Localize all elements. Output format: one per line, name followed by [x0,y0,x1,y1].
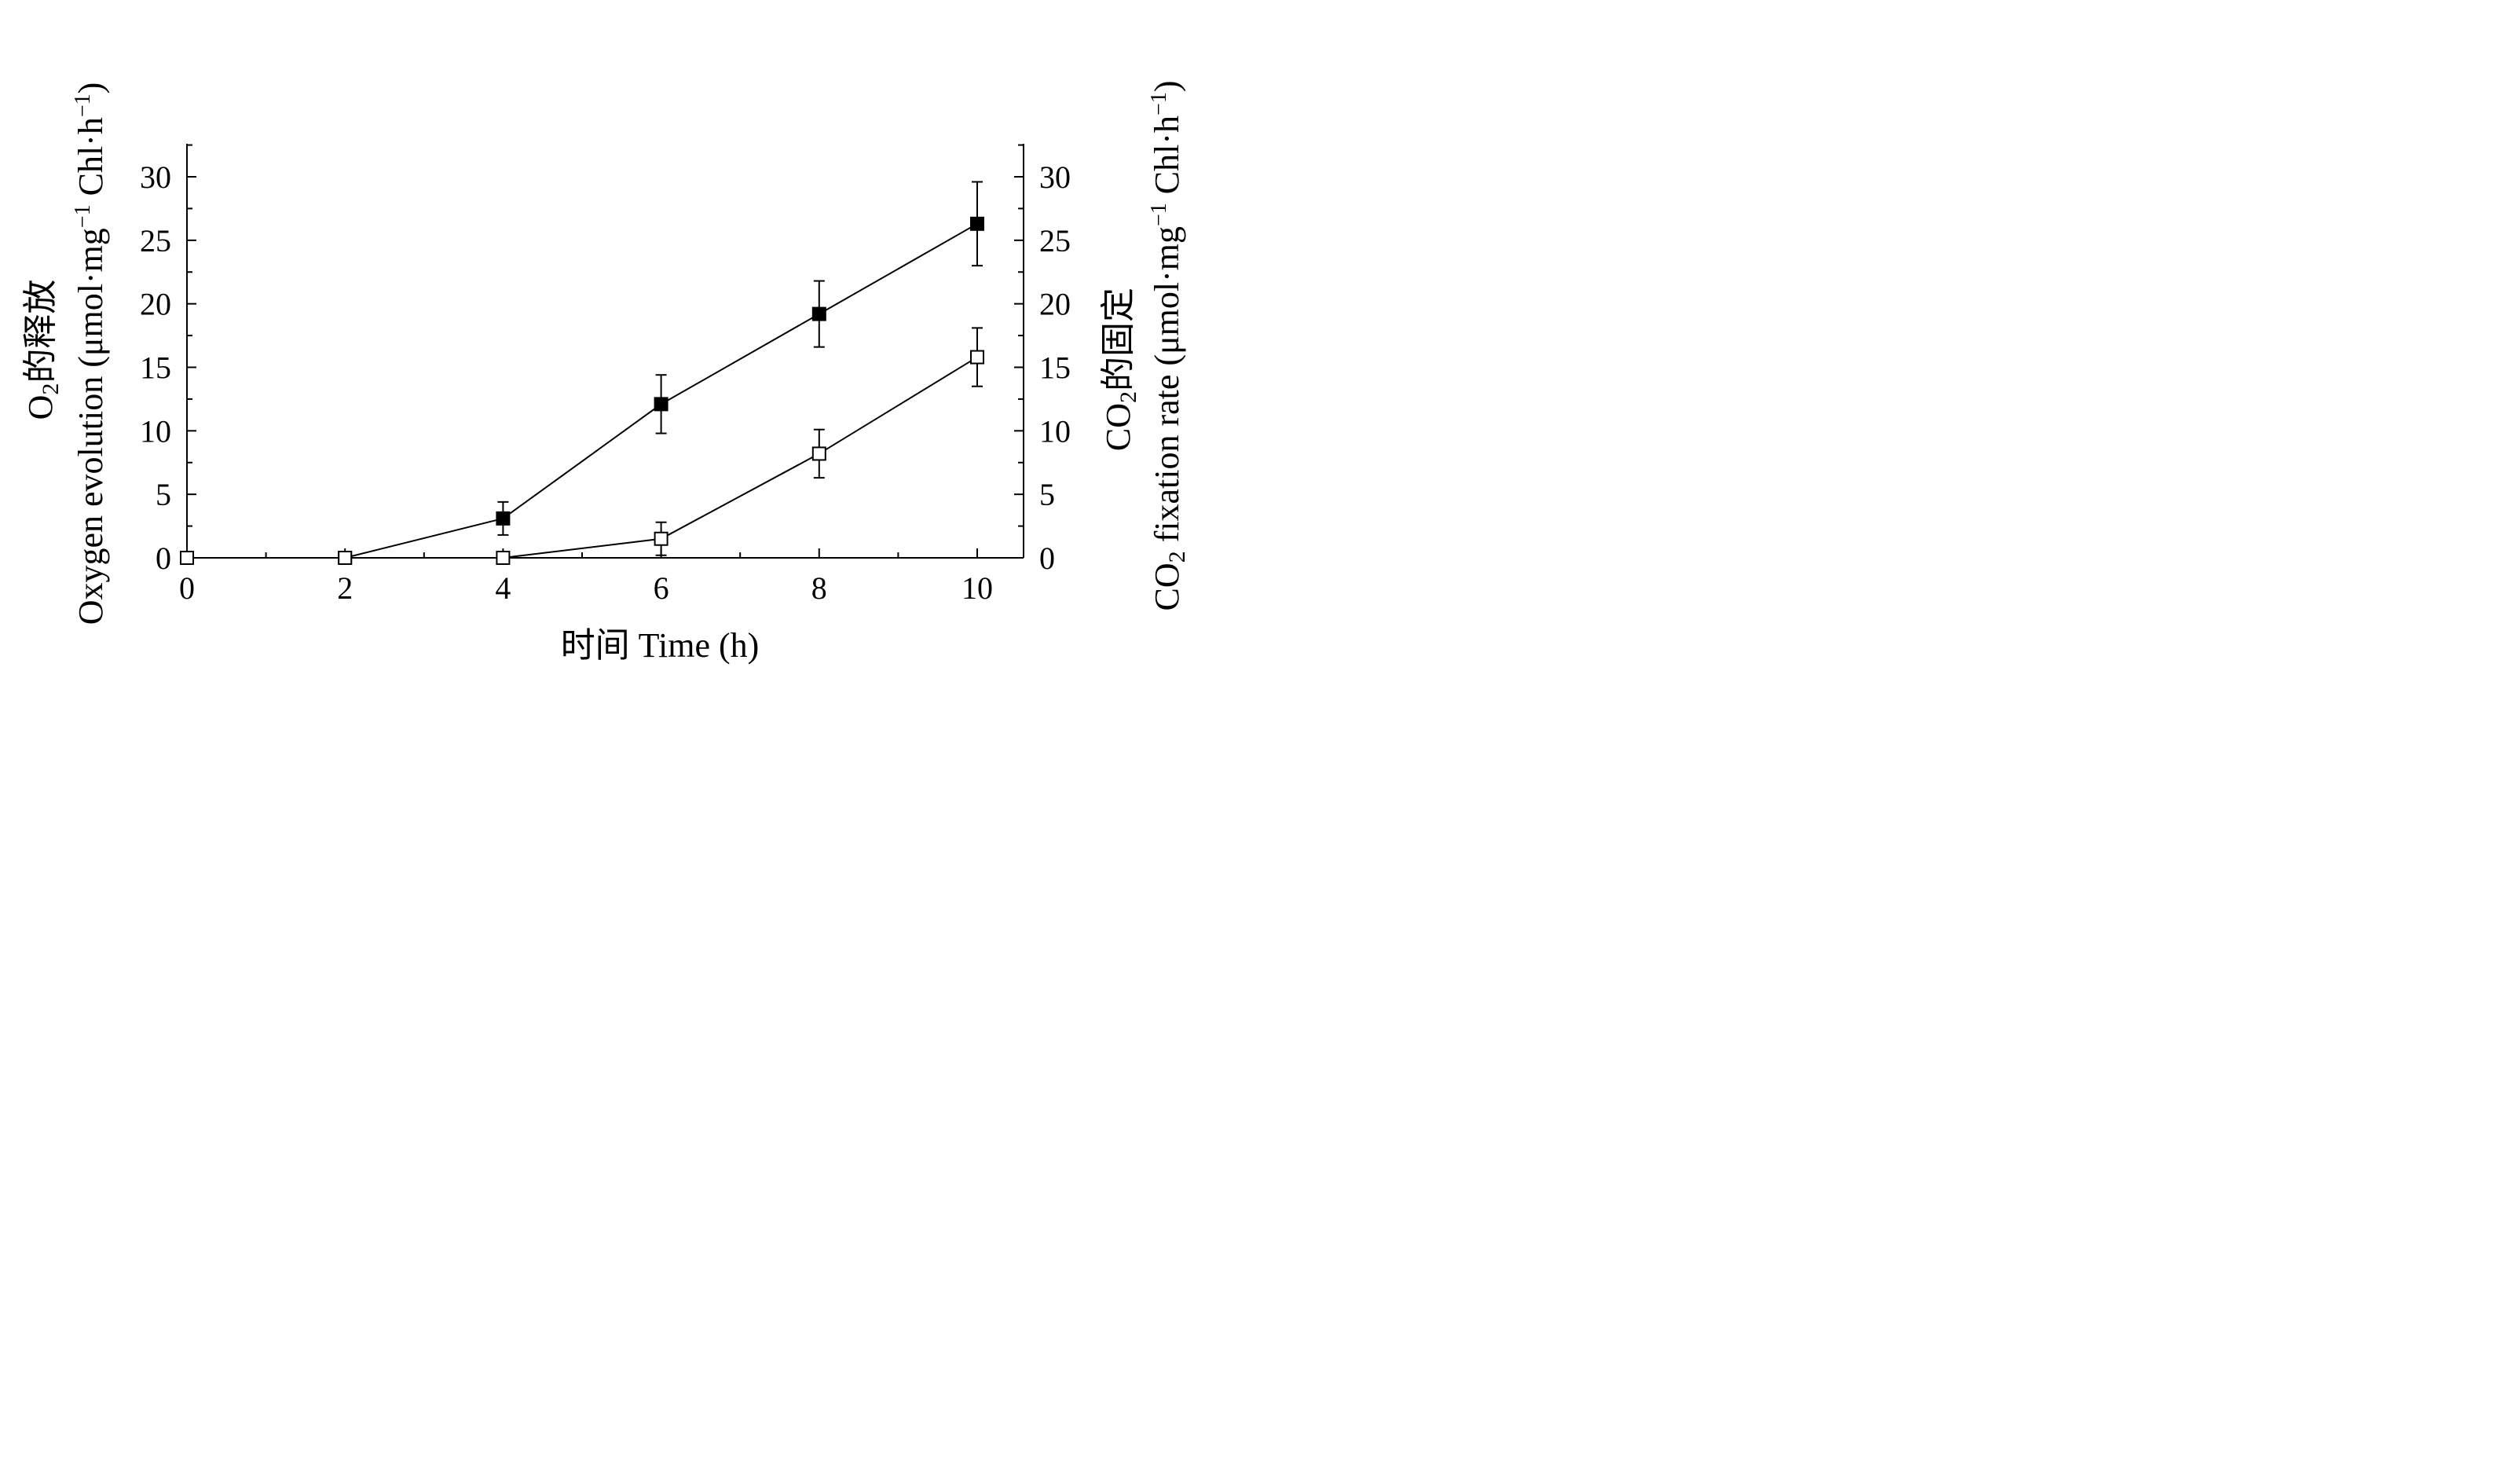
y-right-tick-label: 30 [1039,159,1071,195]
y-axis-title-right: CO2的固定 CO2 fixation rate (μmol·mg−1 Chl·… [1099,81,1190,611]
y-axis-title-left: O2的释放 Oxygen evolution (μmol·mg−1 Chl·h−… [21,82,110,625]
x-tick-label: 4 [495,570,511,606]
series-layer [180,181,984,565]
filled-square-marker [811,306,826,321]
x-tick-label: 10 [961,570,993,606]
y-left-tick-label: 10 [140,413,171,449]
y-left-tick-label: 20 [140,287,171,322]
x-tick-label: 6 [654,570,669,606]
open-square-marker [180,551,194,565]
y-right-tick-label: 25 [1039,223,1071,258]
open-square-marker [496,551,511,565]
open-square-marker [970,350,984,365]
y-axis-title-right-line2: CO2 fixation rate (μmol·mg−1 Chl·h−1) [1147,81,1190,611]
y-left-tick-label: 25 [140,223,171,258]
open-square-marker [338,551,353,565]
y-left-tick-label: 5 [156,477,171,512]
filled-square-marker [496,511,511,526]
open-square-marker [811,446,826,461]
filled-square-marker [970,216,984,231]
y-right-tick-label: 20 [1039,287,1071,322]
open-square-marker [654,531,668,546]
y-right-tick-label: 15 [1039,350,1071,386]
series-line [187,356,978,559]
x-tick-label: 2 [337,570,353,606]
y-right-tick-label: 10 [1039,413,1071,449]
y-axis-title-left-line2: Oxygen evolution (μmol·mg−1 Chl·h−1) [71,82,110,625]
y-left-tick-label: 30 [140,159,171,195]
y-right-tick-label: 5 [1039,477,1055,512]
x-tick-label: 0 [179,570,195,606]
y-left-tick-label: 0 [156,541,171,576]
series-1 [180,181,984,565]
axes [186,144,1024,559]
filled-square-marker [654,397,668,412]
x-tick-label: 8 [811,570,827,606]
series-2 [180,327,984,565]
y-axis-title-left-line1: O2的释放 [21,280,64,420]
x-axis-title: 时间 Time (h) [561,626,760,665]
y-right-tick-label: 0 [1039,541,1055,576]
y-left-tick-label: 15 [140,350,171,386]
series-line [187,222,978,559]
y-axis-title-right-line1: CO2的固定 [1099,288,1141,451]
